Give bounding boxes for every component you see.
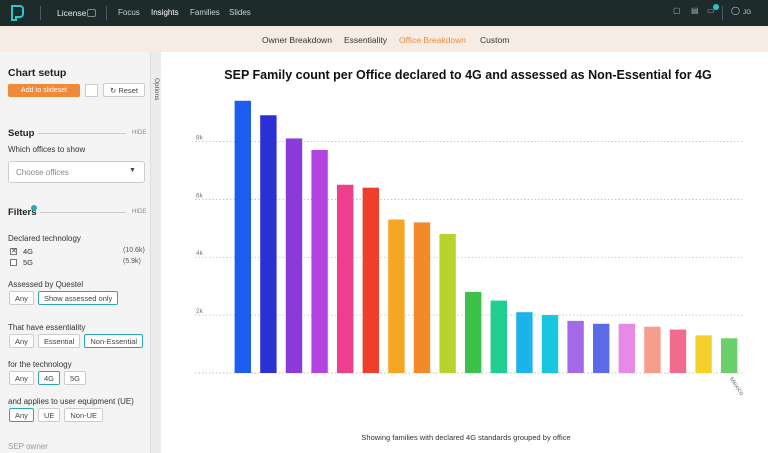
bar	[362, 187, 379, 373]
offices-select[interactable]: Choose offices ▼	[8, 161, 145, 183]
technology-count: (10.6k)	[123, 247, 145, 254]
nav-link[interactable]: Slides	[229, 8, 251, 17]
bar	[618, 323, 635, 373]
filter-label: for the technology	[8, 360, 72, 369]
checkbox[interactable]: ✕	[10, 248, 17, 255]
chart-title: SEP Family count per Office declared to …	[224, 68, 711, 82]
logo[interactable]	[10, 5, 24, 21]
filter-option[interactable]: Non-UE	[64, 408, 104, 422]
setup-heading: Setup	[8, 128, 35, 139]
top-nav: License Focus Insights Families Slides ▢ ▤ …	[0, 0, 768, 26]
tab-bar: Owner Breakdown Essentiality Office Breakd…	[0, 26, 768, 52]
filter-label: That have essentiality	[8, 323, 86, 332]
bar	[721, 338, 738, 373]
tab[interactable]: Office Breakdown	[399, 35, 466, 45]
reset-label: Reset	[118, 86, 138, 95]
chart-footnote: Showing families with declared 4G standa…	[361, 433, 570, 442]
options-tab[interactable]: Options	[150, 52, 161, 453]
filter-option[interactable]: Any	[9, 291, 34, 305]
bar	[337, 184, 354, 373]
bar	[695, 335, 712, 373]
x-tick-label: Mexico	[728, 376, 746, 397]
bar	[285, 138, 303, 373]
bar	[413, 222, 431, 373]
bar	[260, 115, 277, 374]
technology-name: 5G	[23, 258, 34, 267]
technology-label: Declared technology	[8, 234, 81, 243]
nav-link[interactable]: Families	[190, 8, 220, 17]
filter-option[interactable]: Essential	[37, 334, 81, 348]
checkbox[interactable]	[10, 259, 17, 266]
filter-option[interactable]: Any	[9, 371, 34, 385]
filter-option[interactable]: Any	[9, 334, 34, 348]
tab[interactable]: Custom	[480, 35, 510, 45]
bar	[490, 300, 507, 373]
add-button[interactable]: Add to slideset	[8, 84, 80, 97]
bar	[644, 326, 661, 373]
export-button[interactable]	[85, 84, 98, 97]
filter-option[interactable]: Any	[9, 408, 34, 422]
hide-filters[interactable]: HIDE	[132, 209, 147, 215]
bar	[516, 312, 533, 373]
filter-option[interactable]: UE	[37, 408, 61, 422]
hide-setup[interactable]: HIDE	[132, 130, 147, 136]
y-tick-label: 2k	[196, 308, 204, 315]
filter-label: and applies to user equipment (UE)	[8, 397, 134, 406]
tab[interactable]: Essentiality	[344, 35, 387, 45]
bar	[567, 320, 584, 373]
filters-heading: Filters	[8, 207, 37, 218]
bar	[541, 315, 559, 373]
reset-button[interactable]: ↻ Reset	[103, 83, 145, 97]
bar	[388, 219, 405, 373]
filter-option[interactable]: Show assessed only	[37, 291, 119, 305]
user-initials[interactable]: JG	[743, 9, 752, 16]
bar	[439, 234, 456, 373]
y-tick-label: 4k	[196, 250, 204, 257]
bar	[593, 323, 610, 373]
sidebar: Chart setup Add to slideset ↻ Reset Setu…	[0, 52, 156, 453]
product-name[interactable]: License	[57, 8, 87, 18]
y-tick-label: 6k	[196, 192, 204, 199]
filter-option[interactable]: 4G	[37, 371, 60, 385]
nav-link[interactable]: Insights	[151, 8, 179, 17]
y-tick-label: 8k	[196, 134, 204, 141]
bar	[234, 100, 251, 373]
bar	[465, 291, 482, 373]
filter-option[interactable]: Non-Essential	[84, 334, 144, 348]
nav-link[interactable]: Focus	[118, 8, 140, 17]
options-label: Options	[153, 78, 160, 101]
offices-label: Which offices to show	[8, 145, 86, 154]
bar	[669, 329, 687, 373]
chart: SEP Family count per Office declared to …	[195, 68, 746, 442]
sep-owner-label: SEP owner	[8, 442, 48, 451]
bar	[311, 150, 328, 373]
tab[interactable]: Owner Breakdown	[262, 35, 332, 45]
panel-title: Chart setup	[8, 67, 67, 79]
offices-placeholder: Choose offices	[16, 168, 69, 177]
filter-option[interactable]: 5G	[63, 371, 86, 385]
technology-name: 4G	[23, 247, 34, 256]
technology-count: (5.9k)	[123, 258, 141, 265]
filter-label: Assessed by Questel	[8, 280, 84, 289]
add-button-label: Add to slideset	[21, 87, 67, 94]
